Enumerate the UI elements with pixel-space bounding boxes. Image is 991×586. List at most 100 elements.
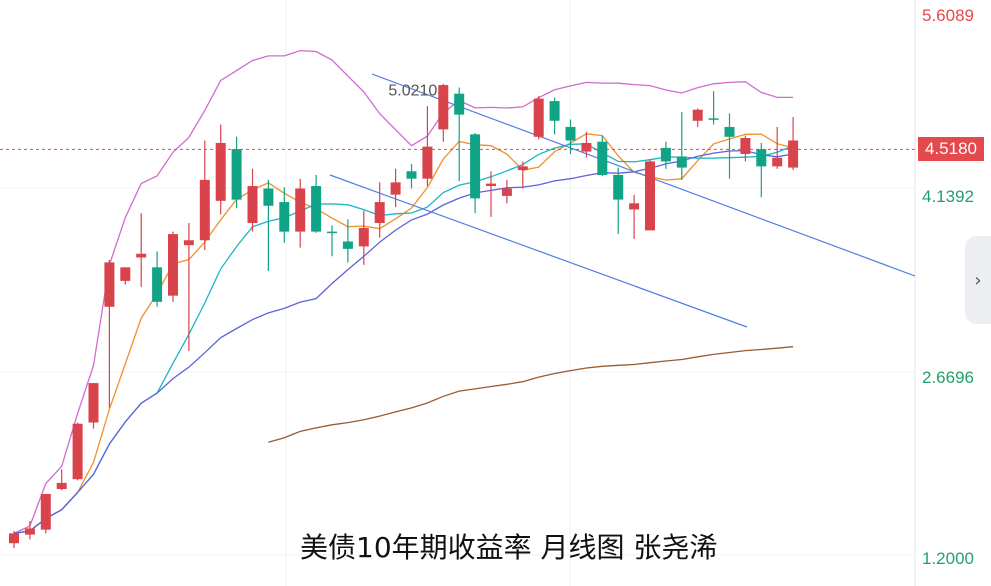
candle-body xyxy=(327,231,337,234)
y-axis-label: 4.1392 xyxy=(922,187,974,206)
boll-upper-line xyxy=(13,49,794,534)
ma5-line xyxy=(13,133,794,535)
candle-body xyxy=(724,126,735,137)
lower-trendline xyxy=(329,174,748,328)
candle xyxy=(692,108,703,127)
candle-body xyxy=(565,126,576,141)
candle-body xyxy=(533,98,544,137)
candle-body xyxy=(56,482,67,490)
candle-body xyxy=(708,118,719,120)
candle-body xyxy=(390,182,401,195)
y-axis-label: 5.6089 xyxy=(922,6,974,25)
candle-body xyxy=(279,202,290,232)
candle-body xyxy=(358,227,369,247)
candle-body xyxy=(581,142,592,152)
ma60-line xyxy=(268,346,794,443)
candle-body xyxy=(199,179,210,241)
candle xyxy=(199,140,210,251)
candle-body xyxy=(422,146,433,179)
candle-body xyxy=(88,383,99,423)
candle-body xyxy=(231,149,242,200)
candle-body xyxy=(24,528,35,535)
candle xyxy=(279,187,290,243)
candle xyxy=(247,168,258,232)
candle xyxy=(533,96,544,140)
ma20-line xyxy=(13,149,794,535)
candle-body xyxy=(136,253,147,258)
candle-body xyxy=(454,93,465,115)
upper-trendline xyxy=(371,73,916,277)
candle xyxy=(9,530,19,549)
candle-body xyxy=(501,188,512,196)
candle-body xyxy=(183,240,194,246)
candle xyxy=(327,225,337,257)
candle xyxy=(168,231,178,302)
candle xyxy=(470,133,481,214)
candle-body xyxy=(342,241,353,249)
candle-body xyxy=(295,188,306,232)
candle xyxy=(311,174,322,233)
chart-title: 美债10年期收益率 月线图 张尧浠 xyxy=(300,531,718,564)
current-price-tag: 4.5180 xyxy=(918,137,984,162)
side-panel-toggle[interactable]: › xyxy=(965,236,991,324)
candle xyxy=(374,182,385,238)
candle xyxy=(215,124,226,215)
candle-body xyxy=(629,203,640,210)
candle-body xyxy=(40,493,51,530)
candle xyxy=(152,251,163,307)
candle xyxy=(390,168,401,207)
y-axis-labels: 5.6089 4.1392 2.6696 1.2000 xyxy=(922,6,974,568)
candle xyxy=(565,119,576,155)
candle-body xyxy=(311,186,322,232)
candle-body xyxy=(470,134,481,199)
candle-body xyxy=(676,156,687,168)
candle xyxy=(358,210,369,265)
candle xyxy=(136,213,147,288)
candle xyxy=(56,469,67,491)
candle xyxy=(708,91,719,125)
candle-body xyxy=(772,157,783,167)
candle-body xyxy=(788,140,799,168)
candle-body xyxy=(263,188,274,206)
candle xyxy=(629,194,640,240)
moving-average-lines xyxy=(13,49,794,535)
candle xyxy=(549,97,560,135)
candle xyxy=(613,167,624,235)
chevron-right-icon: › xyxy=(974,269,982,291)
candle-body xyxy=(406,171,417,179)
candle-body xyxy=(120,267,131,281)
candle-body xyxy=(597,141,608,175)
candle xyxy=(645,158,655,231)
candle xyxy=(422,106,433,187)
candle xyxy=(740,135,751,162)
candle xyxy=(88,383,99,429)
candle xyxy=(24,521,35,540)
candle-body xyxy=(517,166,528,171)
candle xyxy=(517,161,528,189)
candle xyxy=(295,178,306,248)
candle-body xyxy=(486,183,496,187)
candle xyxy=(772,126,783,169)
candle xyxy=(788,117,799,171)
candle xyxy=(438,83,449,142)
candle-body xyxy=(740,138,751,155)
candle-body xyxy=(692,109,703,121)
candle-body xyxy=(645,161,655,231)
y-axis-label: 2.6696 xyxy=(922,368,974,387)
candle-body xyxy=(168,234,178,296)
overlay: 5.0210 xyxy=(0,82,915,150)
candle xyxy=(501,179,512,204)
candle xyxy=(183,223,194,352)
candle xyxy=(342,219,353,263)
candle-body xyxy=(72,423,83,480)
candle-body xyxy=(247,186,258,224)
candle xyxy=(454,87,465,182)
candle-body xyxy=(438,85,449,130)
candle-body xyxy=(374,202,385,224)
candle xyxy=(756,142,767,198)
candle-body xyxy=(549,101,560,121)
candle xyxy=(104,259,115,408)
candle-body xyxy=(104,262,115,307)
candle-body xyxy=(9,533,19,544)
